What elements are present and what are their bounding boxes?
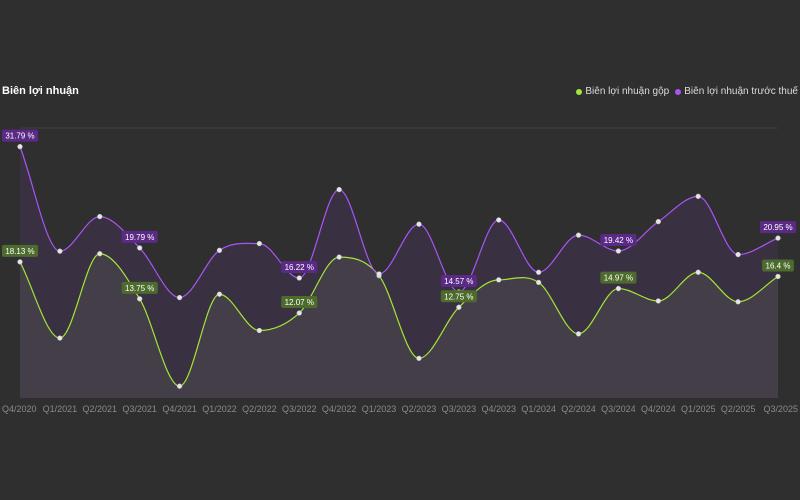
- chart-title: Biên lợi nhuận: [2, 85, 79, 97]
- data-point: [176, 383, 183, 389]
- data-point: [615, 248, 622, 254]
- data-label-bg: [762, 259, 794, 272]
- x-tick-label: Q2/2025: [721, 404, 756, 414]
- legend-item-gross-margin[interactable]: Biên lợi nhuận gộp: [576, 86, 669, 97]
- data-point: [575, 331, 582, 337]
- x-tick-label: Q2/2023: [402, 404, 437, 414]
- data-point: [376, 271, 382, 277]
- data-label: 12.75 %: [444, 292, 473, 301]
- data-point: [216, 247, 223, 253]
- data-label-bg: [600, 234, 637, 247]
- data-point: [575, 232, 582, 238]
- legend[interactable]: Biên lợi nhuận gộp Biên lợi nhuận trước …: [576, 86, 798, 97]
- data-label: 31.79 %: [5, 132, 34, 141]
- data-point: [496, 277, 502, 283]
- legend-label: Biên lợi nhuận gộp: [585, 86, 670, 97]
- data-point: [57, 335, 63, 341]
- data-point: [735, 299, 741, 305]
- data-label-bg: [1, 129, 39, 142]
- data-label-bg: [440, 274, 477, 287]
- x-tick-label: Q1/2024: [521, 404, 556, 414]
- data-point: [336, 186, 342, 193]
- data-point: [256, 327, 263, 334]
- area-fill-series-1: [20, 253, 778, 398]
- x-tick-label: Q1/2021: [43, 404, 78, 414]
- x-tick-label: Q3/2022: [282, 404, 317, 414]
- data-label-bg: [759, 221, 797, 234]
- x-tick-label: Q3/2023: [442, 404, 477, 414]
- data-label-bg: [121, 230, 158, 243]
- x-tick-label: Q2/2022: [242, 404, 277, 414]
- data-point: [296, 310, 302, 316]
- area-fill-series-2: [20, 146, 778, 398]
- x-tick-label: Q1/2022: [202, 404, 237, 414]
- data-point: [496, 217, 502, 223]
- data-point: [17, 143, 23, 150]
- data-point: [296, 275, 302, 281]
- data-point: [535, 279, 542, 286]
- x-tick-label: Q4/2024: [641, 404, 676, 414]
- x-tick-label: Q1/2025: [681, 404, 716, 414]
- data-label: 12.07 %: [285, 298, 314, 307]
- data-point: [137, 296, 143, 302]
- legend-item-pretax-margin[interactable]: Biên lợi nhuận trước thuế: [675, 86, 798, 97]
- data-label-bg: [281, 296, 318, 309]
- data-point: [336, 254, 342, 260]
- data-point: [97, 213, 103, 220]
- data-point: [535, 269, 542, 275]
- legend-label: Biên lợi nhuận trước thuế: [684, 86, 798, 97]
- data-label: 14.57 %: [444, 277, 473, 286]
- data-label: 20.95 %: [763, 223, 792, 232]
- data-point: [456, 304, 462, 310]
- x-tick-label: Q4/2023: [481, 404, 516, 414]
- x-tick-label: Q2/2024: [561, 404, 596, 414]
- data-label: 13.75 %: [125, 284, 154, 293]
- x-tick-label: Q2/2021: [83, 404, 118, 414]
- data-point: [416, 355, 422, 361]
- data-label-bg: [440, 290, 477, 303]
- data-label: 16.22 %: [285, 263, 314, 272]
- legend-dot-icon: [675, 88, 682, 95]
- data-point: [655, 219, 661, 225]
- data-point: [256, 240, 263, 247]
- data-label: 19.42 %: [604, 236, 633, 245]
- data-point: [137, 245, 143, 251]
- data-label-bg: [600, 271, 637, 284]
- x-tick-label: Q3/2024: [601, 404, 636, 414]
- data-label: 18.13 %: [5, 247, 34, 256]
- data-point: [57, 248, 63, 254]
- data-label-bg: [121, 281, 158, 294]
- x-tick-label: Q3/2025: [763, 404, 798, 414]
- data-point: [775, 235, 781, 241]
- data-point: [695, 193, 701, 199]
- data-point: [17, 259, 23, 265]
- data-point: [735, 251, 741, 258]
- data-point: [615, 285, 622, 292]
- x-tick-label: Q4/2022: [322, 404, 357, 414]
- data-point: [97, 251, 103, 257]
- data-point: [216, 291, 223, 297]
- x-tick-label: Q1/2023: [362, 404, 397, 414]
- data-point: [695, 269, 701, 275]
- x-tick-label: Q4/2020: [2, 404, 37, 414]
- data-label: 16.4 %: [766, 262, 791, 271]
- data-label: 14.97 %: [604, 274, 633, 283]
- x-tick-label: Q3/2021: [122, 404, 157, 414]
- legend-dot-icon: [576, 88, 583, 95]
- data-point: [176, 294, 183, 301]
- x-tick-label: Q4/2021: [162, 404, 197, 414]
- data-point: [775, 273, 781, 280]
- data-label-bg: [1, 244, 39, 257]
- data-point: [416, 221, 422, 227]
- data-point: [655, 298, 661, 304]
- data-label: 19.79 %: [125, 233, 154, 242]
- data-label-bg: [281, 261, 318, 274]
